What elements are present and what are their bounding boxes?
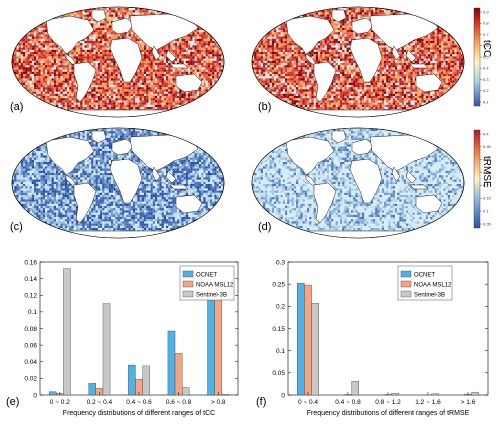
continent-10 [18, 110, 218, 122]
panel-label-a: (a) [10, 101, 23, 113]
panel-label: (e) [6, 396, 19, 408]
bar-sentinel-3b [312, 303, 319, 395]
colorbar-tick-label: 0.1 [483, 99, 489, 104]
map-b-svg [248, 2, 468, 122]
x-tick-label: 0.4 ~ 0.6 [126, 399, 152, 406]
colorbar-trmse-title: tRMSE [481, 156, 492, 188]
y-tick-label: 0.12 [24, 293, 37, 300]
y-tick-label: 0.08 [24, 326, 37, 333]
panel-label: (f) [256, 396, 266, 408]
map-panel-b [248, 2, 468, 122]
legend-label: NOAA MSL12 [196, 283, 234, 289]
bar-noaa-msl12 [304, 285, 311, 395]
y-tick-label: 0 [33, 392, 37, 399]
chart-f: 0 0.05 0.1 0.15 0.2 0.25 0.3 0 ~ 0.4 0.4 ~ 0.8 0.… [248, 250, 500, 435]
bar-sentinel-3b [472, 392, 479, 395]
x-tick-label: 0.2 ~ 0.4 [87, 399, 113, 406]
colorbar-tick-label: 0.9 [483, 9, 489, 14]
bar-ocnet [128, 365, 135, 395]
x-tick-label: 0 ~ 0.2 [50, 399, 70, 406]
legend-swatch [401, 271, 411, 277]
y-tick-label: 0.04 [24, 359, 37, 366]
x-tick-label: 0.8 ~ 1.2 [375, 399, 401, 406]
legend-label: Sentinel-3B [196, 293, 227, 299]
x-tick-label: > 0.8 [211, 399, 226, 406]
colorbar-tick-label: 0.7 [483, 32, 489, 37]
bar-sentinel-3b [103, 304, 110, 395]
y-tick-label: 0.3 [276, 259, 285, 266]
colorbar-tick-label: 0.4 [483, 66, 489, 71]
map-panel-a [8, 2, 228, 122]
x-tick-label: 0.4 ~ 0.8 [335, 399, 361, 406]
legend-swatch [401, 291, 411, 297]
y-tick-label: 0.06 [24, 342, 37, 349]
y-tick-label: 0.1 [276, 348, 285, 355]
colorbar-tick-label: 0.1 [483, 208, 489, 213]
bar-sentinel-3b [182, 388, 189, 395]
map-panel-d [248, 123, 468, 243]
bar-sentinel-3b [352, 381, 359, 395]
panel-label-d: (d) [258, 221, 271, 233]
x-axis-label: Frequency distributions of different ran… [63, 410, 215, 417]
bar-ocnet [49, 392, 56, 395]
legend-swatch [183, 271, 193, 277]
y-tick-label: 0.02 [24, 376, 37, 383]
legend-label: NOAA MSL12 [414, 283, 452, 289]
bar-sentinel-3b [432, 394, 439, 395]
x-tick-label: 0.6 ~ 0.8 [166, 399, 192, 406]
bar-sentinel-3b [392, 393, 399, 395]
colorbar-tick-label: 0.3 [483, 77, 489, 82]
bar-ocnet [297, 283, 304, 395]
legend-label: Sentinel-3B [414, 293, 445, 299]
legend-label: OCNET [414, 273, 435, 279]
map-a-svg [8, 2, 228, 122]
legend-swatch [183, 281, 193, 287]
bar-sentinel-3b [143, 366, 150, 395]
colorbar-tick-label: 0.15 [483, 196, 492, 201]
chart-e-svg: 0 0.02 0.04 0.06 0.08 0.1 0.12 0.14 0.16 0 ~ 0.2 0… [0, 250, 248, 435]
y-tick-label: 0 [281, 392, 285, 399]
bar-sentinel-3b [63, 269, 70, 395]
colorbar-tick-label: 0.35 [483, 144, 492, 149]
colorbar-tick-label: 0.05 [483, 221, 492, 226]
panel-label-c: (c) [10, 221, 23, 233]
colorbar-tick-label: 0.8 [483, 21, 489, 26]
y-tick-label: 0.15 [272, 326, 285, 333]
y-tick-label: 0.1 [28, 309, 37, 316]
y-tick-label: 0.14 [24, 276, 37, 283]
y-tick-label: 0.05 [272, 370, 285, 377]
map-d-svg [248, 123, 468, 243]
bar-ocnet [89, 383, 96, 395]
bar-sentinel-3b [222, 394, 229, 395]
chart-e: 0 0.02 0.04 0.06 0.08 0.1 0.12 0.14 0.16 0 ~ 0.2 0… [0, 250, 248, 435]
bar-noaa-msl12 [175, 353, 182, 395]
y-tick-label: 0.25 [272, 281, 285, 288]
continent-10 [18, 231, 218, 243]
continent-10 [258, 231, 458, 243]
legend-label: OCNET [196, 273, 217, 279]
x-tick-label: 1.2 ~ 1.6 [415, 399, 441, 406]
legend-swatch [183, 291, 193, 297]
continent-10 [258, 110, 458, 122]
y-tick-label: 0.16 [24, 259, 37, 266]
bar-ocnet [208, 298, 215, 395]
x-tick-label: 0 ~ 0.4 [298, 399, 318, 406]
map-c-svg [8, 123, 228, 243]
colorbar-tick-label: 0.2 [483, 88, 489, 93]
legend-swatch [401, 281, 411, 287]
bar-ocnet [168, 331, 175, 395]
chart-f-svg: 0 0.05 0.1 0.15 0.2 0.25 0.3 0 ~ 0.4 0.4 ~ 0.8 0.… [248, 250, 500, 435]
x-tick-label: > 1.6 [461, 399, 476, 406]
colorbar-tick-label: 0.4 [483, 131, 489, 136]
map-panel-c [8, 123, 228, 243]
x-axis-label: Frequency distributions of different ran… [307, 410, 470, 417]
colorbar-tcc-title: tCC [481, 40, 492, 57]
panel-label-b: (b) [258, 101, 271, 113]
y-tick-label: 0.2 [276, 304, 285, 311]
